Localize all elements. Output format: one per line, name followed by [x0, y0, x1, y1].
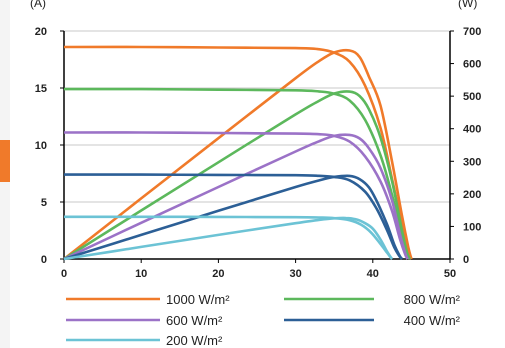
legend-label-4: 200 W/m² — [166, 333, 223, 348]
series-curves — [63, 45, 413, 261]
x-tick-label-3: 30 — [289, 268, 301, 280]
left-tick-label-3: 15 — [35, 83, 47, 95]
left-tick-label-2: 10 — [35, 140, 47, 152]
left-unit-label: (A) — [30, 0, 46, 10]
current-curve-series-2 — [63, 131, 409, 260]
current-curve-series-3 — [64, 173, 404, 260]
x-tick-label-1: 10 — [135, 268, 147, 280]
legend-label-1: 800 W/m² — [404, 292, 461, 307]
left-tick-label-0: 0 — [41, 254, 47, 266]
right-tick-label-1: 100 — [463, 221, 481, 233]
power-curve-series-4 — [63, 216, 394, 261]
left-tick-labels: 0 5 10 15 20 — [35, 26, 64, 266]
current-curve-series-1 — [63, 87, 411, 260]
x-tick-labels: 0 10 20 30 40 50 — [61, 259, 456, 280]
power-curve-series-1 — [63, 90, 412, 261]
left-tick-label-1: 5 — [41, 197, 47, 209]
x-tick-label-0: 0 — [61, 268, 67, 280]
legend-label-3: 400 W/m² — [404, 313, 461, 328]
right-tick-label-7: 700 — [463, 26, 481, 38]
legend: 1000 W/m² 800 W/m² 600 W/m² 400 W/m² 200 W/m… — [66, 292, 461, 348]
left-tick-label-4: 20 — [35, 26, 47, 38]
right-tick-label-6: 600 — [463, 59, 481, 71]
current-curve-series-4 — [64, 215, 394, 260]
right-tick-labels: 0 100 200 300 400 500 600 700 — [450, 26, 481, 266]
x-tick-label-5: 50 — [444, 268, 456, 280]
x-tick-label-2: 20 — [212, 268, 224, 280]
x-tick-label-4: 40 — [367, 268, 379, 280]
legend-label-0: 1000 W/m² — [166, 292, 230, 307]
right-tick-label-0: 0 — [463, 254, 469, 266]
right-tick-label-2: 200 — [463, 189, 481, 201]
legend-label-2: 600 W/m² — [166, 313, 223, 328]
right-tick-label-3: 300 — [463, 156, 481, 168]
power-curve-series-2 — [63, 133, 409, 261]
power-curve-series-0 — [63, 48, 413, 261]
right-tick-label-5: 500 — [463, 91, 481, 103]
right-tick-label-4: 400 — [463, 124, 481, 136]
left-edge-accent — [0, 140, 10, 182]
right-unit-label: (W) — [458, 0, 477, 10]
